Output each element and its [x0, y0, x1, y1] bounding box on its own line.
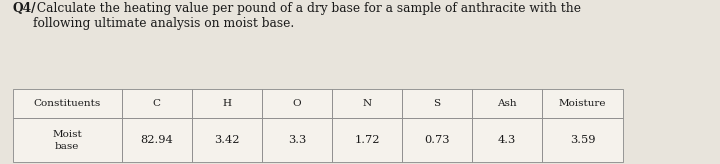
Text: 4.3: 4.3: [498, 135, 516, 145]
Text: H: H: [222, 99, 231, 108]
Bar: [402, 89, 472, 118]
Bar: [192, 118, 262, 162]
Bar: [122, 118, 192, 162]
Text: Constituents: Constituents: [34, 99, 101, 108]
Text: C: C: [153, 99, 161, 108]
Bar: [13, 89, 122, 118]
Text: 3.3: 3.3: [288, 135, 306, 145]
Text: 82.94: 82.94: [140, 135, 173, 145]
Text: 1.72: 1.72: [354, 135, 379, 145]
Bar: [13, 118, 122, 162]
Text: Moist
base: Moist base: [53, 130, 82, 151]
Text: 0.73: 0.73: [424, 135, 450, 145]
Bar: [332, 89, 402, 118]
Bar: [122, 89, 192, 118]
Text: O: O: [292, 99, 301, 108]
Bar: [472, 118, 542, 162]
Bar: [472, 89, 542, 118]
Text: N: N: [362, 99, 372, 108]
Bar: [262, 118, 332, 162]
Bar: [542, 89, 623, 118]
Bar: [542, 118, 623, 162]
Text: S: S: [433, 99, 441, 108]
Bar: [192, 89, 262, 118]
Text: Moisture: Moisture: [559, 99, 606, 108]
Text: Ash: Ash: [498, 99, 517, 108]
Text: Calculate the heating value per pound of a dry base for a sample of anthracite w: Calculate the heating value per pound of…: [33, 2, 581, 30]
Text: 3.42: 3.42: [214, 135, 240, 145]
Bar: [402, 118, 472, 162]
Bar: [332, 118, 402, 162]
Bar: [262, 89, 332, 118]
Text: Q4/: Q4/: [13, 2, 37, 15]
Text: 3.59: 3.59: [570, 135, 595, 145]
